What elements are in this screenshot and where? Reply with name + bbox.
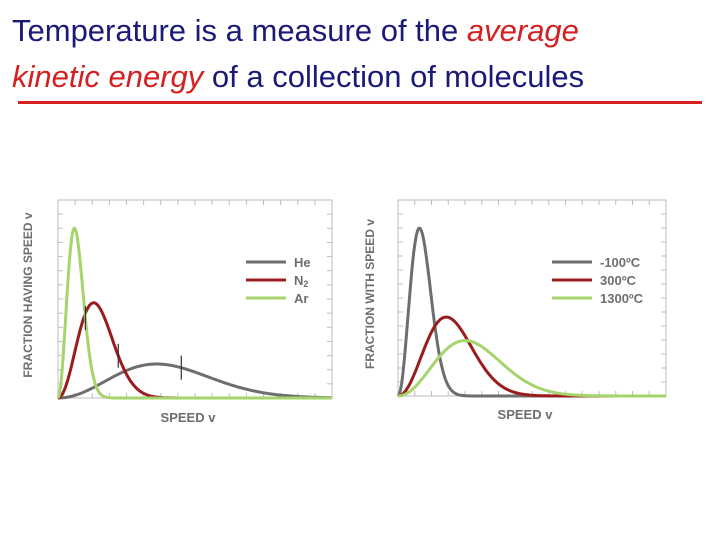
- legend-label: 1300ºC: [600, 291, 644, 306]
- curve-100c: [396, 226, 667, 398]
- title-text-3: of a collection of molecules: [203, 59, 585, 94]
- title-emphasis-kinetic-energy: kinetic energy: [12, 59, 204, 94]
- title-emphasis-average: average: [466, 13, 579, 48]
- curve-he: [57, 362, 333, 400]
- y-axis-label: FRACTION HAVING SPEED v: [21, 212, 35, 377]
- curve-ar: [56, 226, 333, 400]
- y-axis-label: FRACTION WITH SPEED v: [363, 219, 377, 369]
- x-axis-label: SPEED v: [161, 410, 217, 425]
- curve-1300c: [397, 339, 667, 398]
- legend-label: He: [294, 255, 311, 270]
- plot-frame-1: [57, 199, 333, 399]
- title-text-1: Temperature is a measure of the: [12, 13, 467, 48]
- x-axis-label: SPEED v: [498, 407, 554, 422]
- title-underline: [18, 101, 702, 104]
- slide-title: Temperature is a measure of the average …: [12, 8, 712, 100]
- legend-label: 300ºC: [600, 273, 636, 288]
- legend-label: -100ºC: [600, 255, 641, 270]
- legend-label: Ar: [294, 291, 308, 306]
- legend-label: N2: [294, 273, 308, 289]
